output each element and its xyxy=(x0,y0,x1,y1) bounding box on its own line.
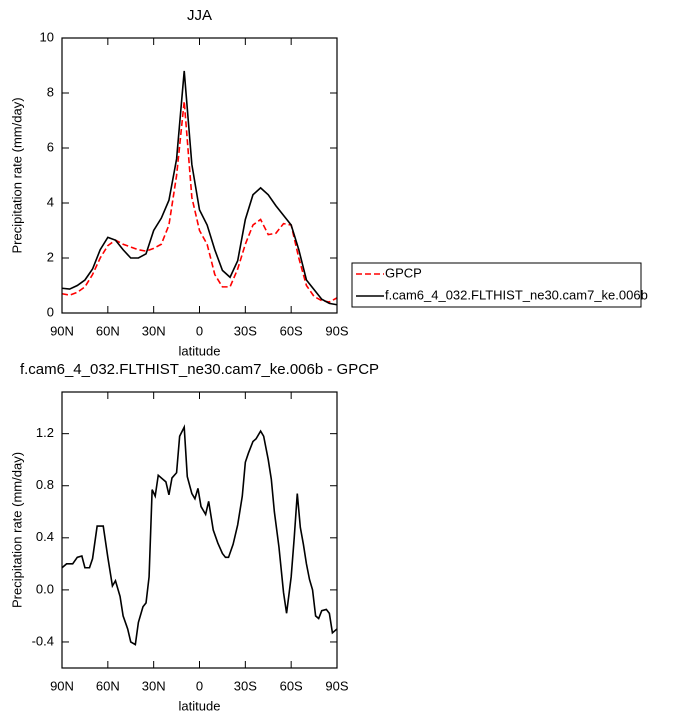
x-axis-label: latitude xyxy=(179,343,221,358)
x-tick-label: 0 xyxy=(196,323,203,338)
y-tick-label: 2 xyxy=(47,249,54,264)
x-axis-label: latitude xyxy=(179,698,221,713)
legend-label: f.cam6_4_032.FLTHIST_ne30.cam7_ke.006b xyxy=(385,287,648,302)
y-tick-label: 0.8 xyxy=(36,477,54,492)
series-line xyxy=(61,424,338,646)
series-line xyxy=(61,70,338,306)
y-axis-label: Precipitation rate (mm/day) xyxy=(9,97,24,253)
x-tick-label: 60N xyxy=(96,678,120,693)
y-tick-label: 6 xyxy=(47,139,54,154)
x-tick-label: 30S xyxy=(234,678,257,693)
x-tick-label: 90S xyxy=(325,678,348,693)
legend-frame xyxy=(351,262,642,308)
y-tick-label: 0 xyxy=(47,304,54,319)
y-tick-label: 10 xyxy=(40,29,54,44)
x-tick-label: 0 xyxy=(196,678,203,693)
y-tick-label: 0.4 xyxy=(36,529,54,544)
legend-label: GPCP xyxy=(385,265,422,280)
x-tick-label: 30N xyxy=(142,323,166,338)
x-tick-label: 60S xyxy=(280,323,303,338)
y-tick-label: 4 xyxy=(47,194,54,209)
x-tick-label: 90S xyxy=(325,323,348,338)
x-tick-label: 60N xyxy=(96,323,120,338)
y-tick-label: 8 xyxy=(47,84,54,99)
y-tick-label: -0.4 xyxy=(32,633,54,648)
series-line xyxy=(61,101,338,303)
chart-title: f.cam6_4_032.FLTHIST_ne30.cam7_ke.006b -… xyxy=(20,361,379,378)
x-tick-label: 30N xyxy=(142,678,166,693)
x-tick-label: 60S xyxy=(280,678,303,693)
x-tick-label: 30S xyxy=(234,323,257,338)
chart-title: JJA xyxy=(187,7,212,24)
plot-frame xyxy=(61,391,338,669)
x-tick-label: 90N xyxy=(50,323,74,338)
plot-frame xyxy=(61,37,338,314)
y-axis-label: Precipitation rate (mm/day) xyxy=(9,452,24,608)
y-tick-label: 1.2 xyxy=(36,425,54,440)
x-tick-label: 90N xyxy=(50,678,74,693)
y-tick-label: 0.0 xyxy=(36,581,54,596)
